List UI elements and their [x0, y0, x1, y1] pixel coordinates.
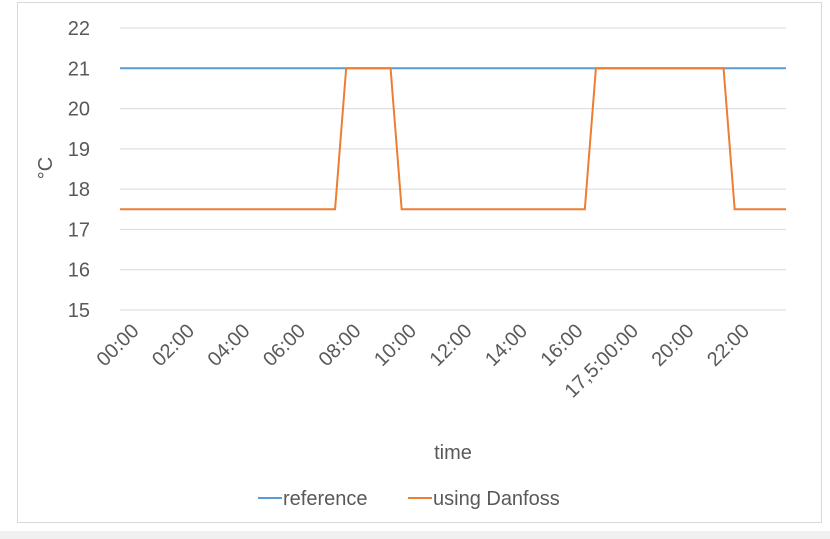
x-tick-label: 02:00: [148, 320, 199, 371]
gridlines: [120, 27, 786, 311]
x-tick-label: 12:00: [426, 320, 477, 371]
y-tick-label: 17: [68, 219, 90, 241]
x-tick-label: 04:00: [204, 320, 255, 371]
x-tick-label: 06:00: [259, 320, 310, 371]
x-tick-labels: 00:00 02:00 04:00 06:00 08:00 10:00 12:00 14:00…: [93, 320, 754, 402]
y-tick-label: 20: [68, 99, 90, 121]
y-axis-title: °C: [35, 157, 57, 179]
x-tick-label: 14:00: [481, 320, 532, 371]
x-tick-label: 16:00: [537, 320, 588, 371]
y-tick-label: 21: [68, 58, 90, 80]
y-tick-label: 15: [68, 300, 90, 322]
y-tick-labels: 15 16 17 18 19 20 21 22: [68, 18, 90, 322]
y-tick-label: 22: [68, 18, 90, 40]
x-tick-label: 08:00: [315, 320, 366, 371]
window-bottom-strip: [0, 531, 830, 539]
x-axis-title: time: [434, 442, 472, 464]
series-line-using-danfoss: [120, 67, 786, 211]
y-tick-label: 19: [68, 139, 90, 161]
legend-label-using-danfoss: using Danfoss: [433, 488, 560, 510]
legend: reference using Danfoss: [258, 488, 560, 510]
x-tick-label: 22:00: [703, 320, 754, 371]
y-tick-label: 18: [68, 179, 90, 201]
chart-area: [17, 2, 822, 523]
x-tick-label: 20:00: [648, 320, 699, 371]
legend-label-reference: reference: [283, 488, 368, 510]
x-tick-label: 10:00: [370, 320, 421, 371]
y-tick-label: 16: [68, 260, 90, 282]
series-lines: [120, 67, 786, 211]
x-tick-label: 00:00: [93, 320, 144, 371]
